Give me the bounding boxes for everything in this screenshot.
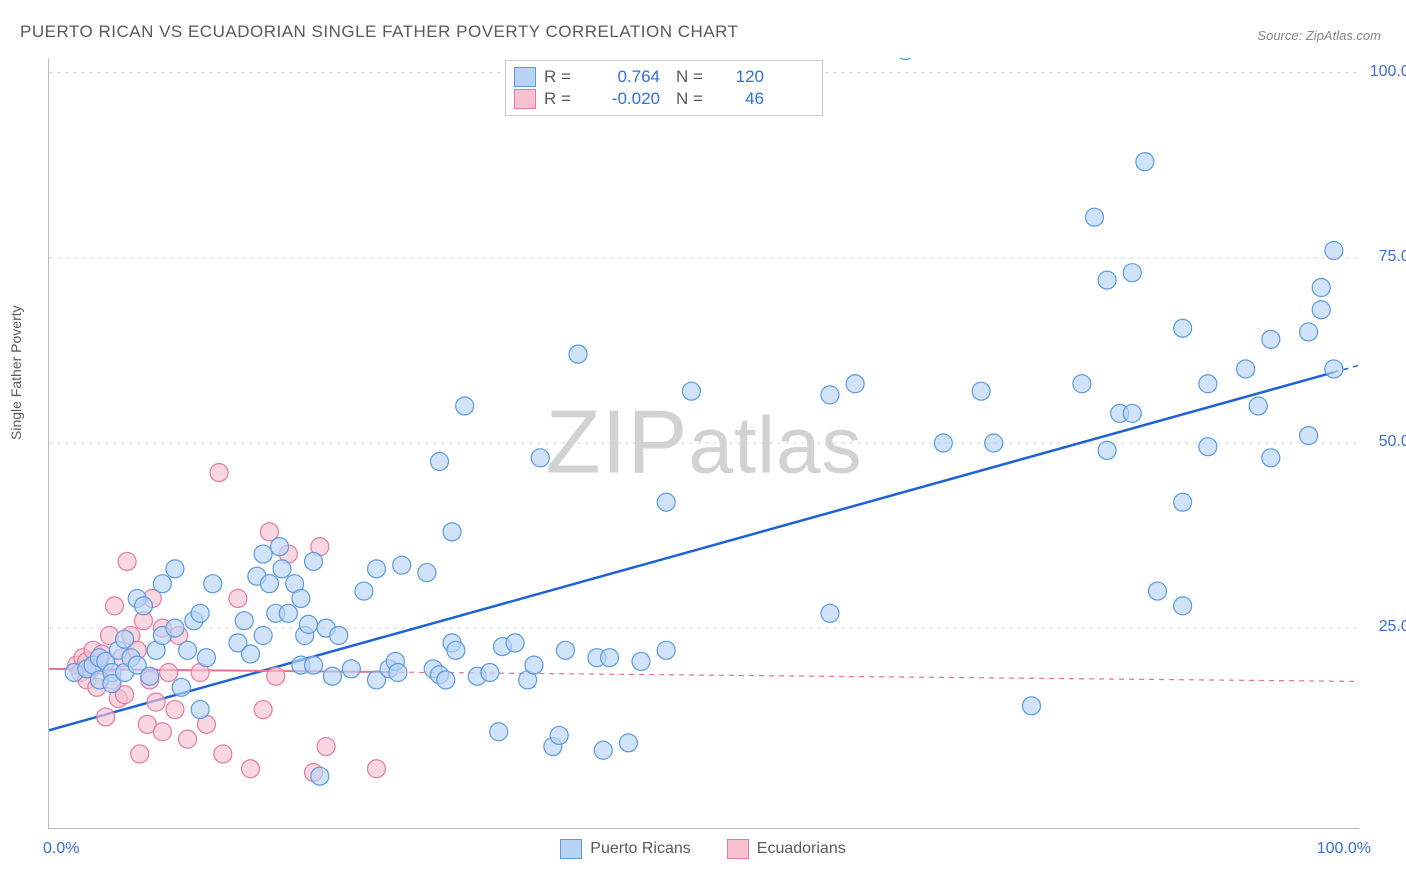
n-value: 120	[724, 67, 764, 87]
r-value: -0.020	[590, 89, 660, 109]
legend-swatch	[727, 839, 749, 859]
legend-series-item: Ecuadorians	[727, 839, 846, 859]
legend-series: Puerto Ricans Ecuadorians	[0, 839, 1406, 864]
r-value: 0.764	[590, 67, 660, 87]
n-label: N =	[676, 89, 716, 109]
source-value: ZipAtlas.com	[1306, 28, 1381, 43]
chart-plot-area: ZIPatlas 25.0%50.0%75.0%100.0%0.0%100.0%	[48, 58, 1359, 829]
r-label: R =	[544, 89, 582, 109]
legend-swatch	[514, 89, 536, 109]
source-attribution: Source: ZipAtlas.com	[1257, 28, 1381, 43]
legend-series-label: Puerto Ricans	[590, 840, 691, 858]
chart-svg	[49, 58, 1359, 828]
n-label: N =	[676, 67, 716, 87]
legend-stat-row: R = 0.764 N = 120	[514, 67, 814, 87]
y-tick-label: 25.0%	[1379, 618, 1406, 636]
y-tick-label: 75.0%	[1379, 248, 1406, 266]
legend-series-item: Puerto Ricans	[560, 839, 691, 859]
legend-stats-box: R = 0.764 N = 120 R = -0.020 N = 46	[505, 60, 823, 116]
legend-series-label: Ecuadorians	[757, 840, 846, 858]
chart-title: PUERTO RICAN VS ECUADORIAN SINGLE FATHER…	[20, 22, 739, 42]
n-value: 46	[724, 89, 764, 109]
y-axis-label: Single Father Poverty	[8, 305, 24, 440]
r-label: R =	[544, 67, 582, 87]
legend-swatch	[560, 839, 582, 859]
legend-swatch	[514, 67, 536, 87]
source-label: Source:	[1257, 28, 1302, 43]
y-tick-label: 50.0%	[1379, 433, 1406, 451]
legend-stat-row: R = -0.020 N = 46	[514, 89, 814, 109]
y-tick-label: 100.0%	[1370, 63, 1406, 81]
